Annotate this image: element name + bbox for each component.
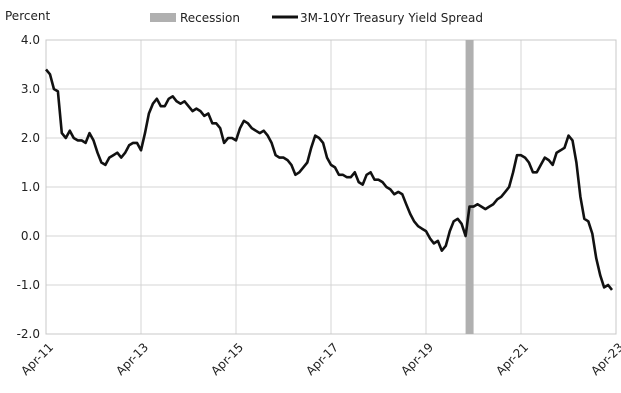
recession-bar — [465, 40, 474, 334]
y-tick-label: 0.0 — [21, 229, 40, 243]
legend-spread-label: 3M-10Yr Treasury Yield Spread — [300, 11, 483, 25]
legend: Recession 3M-10Yr Treasury Yield Spread — [150, 11, 483, 25]
y-axis-title: Percent — [5, 9, 50, 23]
y-axis-ticks: 4.0 3.0 2.0 1.0 0.0 -1.0 -2.0 — [17, 33, 40, 341]
series-layer — [44, 68, 614, 291]
series-line-yield-spread — [44, 68, 614, 291]
y-tick-label: 2.0 — [21, 131, 40, 145]
y-tick-label: 3.0 — [21, 82, 40, 96]
legend-recession-swatch — [150, 13, 176, 22]
x-tick-label: Apr-19 — [398, 340, 436, 378]
y-tick-label: 1.0 — [21, 180, 40, 194]
legend-recession-label: Recession — [180, 11, 240, 25]
x-tick-label: Apr-17 — [303, 340, 341, 378]
x-tick-label: Apr-23 — [588, 340, 621, 378]
recession-shading — [465, 40, 474, 334]
x-tick-label: Apr-21 — [493, 340, 531, 378]
y-tick-label: -2.0 — [17, 327, 40, 341]
grid — [45, 39, 617, 335]
x-tick-label: Apr-11 — [18, 340, 56, 378]
y-tick-label: 4.0 — [21, 33, 40, 47]
plot-border — [45, 39, 617, 335]
x-tick-label: Apr-15 — [208, 340, 246, 378]
x-tick-label: Apr-13 — [113, 340, 151, 378]
y-tick-label: -1.0 — [17, 278, 40, 292]
x-axis-ticks: Apr-11 Apr-13 Apr-15 Apr-17 Apr-19 Apr-21 Apr-… — [18, 340, 621, 378]
